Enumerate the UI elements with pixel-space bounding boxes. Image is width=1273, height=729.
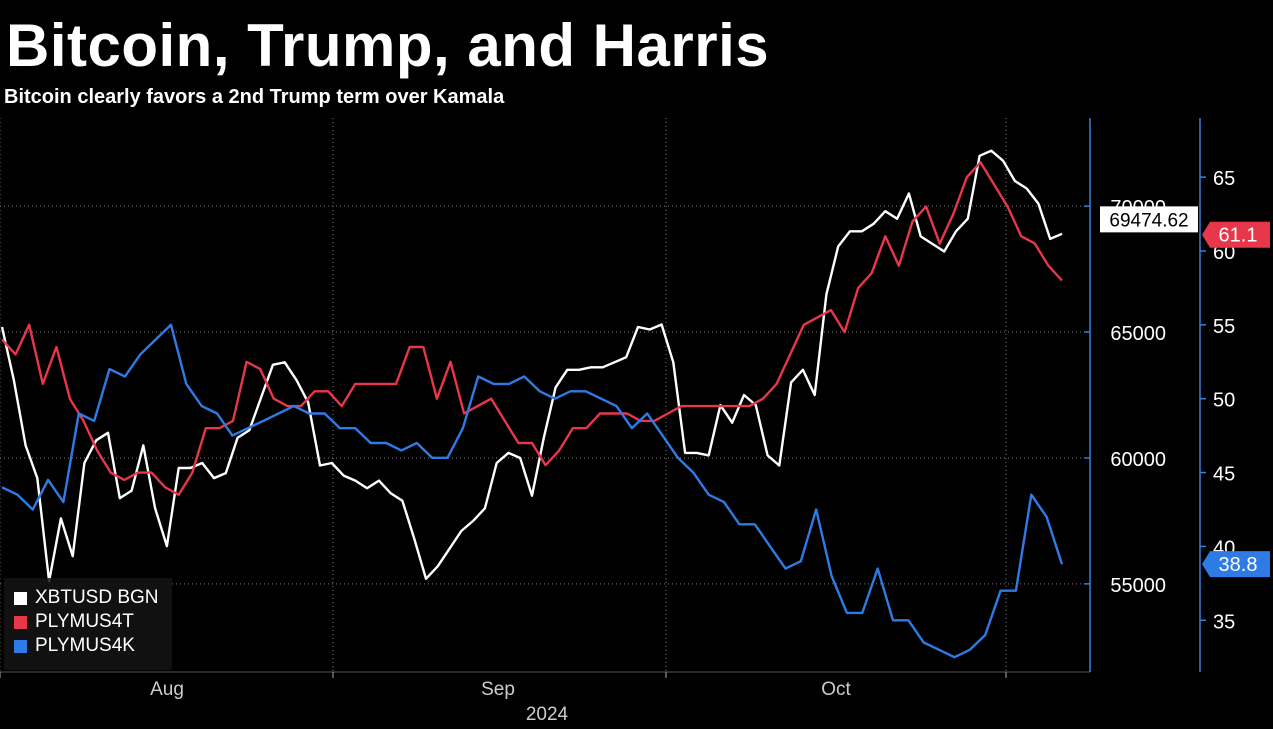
axes (0, 118, 1206, 678)
last-label-trump-box (1202, 221, 1270, 248)
y-tick-label-left: 55000 (1110, 575, 1166, 597)
y-tick-label-right: 50 (1213, 390, 1235, 412)
chart-subtitle: Bitcoin clearly favors a 2nd Trump term … (4, 86, 505, 108)
gridlines (0, 118, 1090, 672)
series-lines (0, 149, 1064, 659)
legend-label-xbtusd: XBTUSD BGN (35, 587, 159, 608)
legend-item-plymus4k: PLYMUS4K (14, 636, 135, 656)
series-line-xbtusd (0, 149, 1063, 583)
x-tick-label-sep: Sep (481, 679, 515, 700)
x-year-label: 2024 (526, 704, 569, 725)
x-tick-label-aug: Aug (150, 679, 184, 700)
series-line-plymus4k (1, 323, 1064, 659)
y-tick-label-right: 65 (1213, 168, 1235, 190)
y-tick-label-right: 55 (1213, 316, 1235, 338)
last-label-harris: 38.8 (1219, 554, 1258, 576)
last-label-trump: 61.1 (1219, 225, 1258, 247)
y-tick-label-right: 45 (1213, 464, 1235, 486)
y-tick-label-right: 35 (1213, 611, 1235, 633)
last-label-xbt: 69474.62 (1109, 210, 1188, 231)
legend-label-plymus4k: PLYMUS4K (35, 635, 135, 656)
legend-label-plymus4t: PLYMUS4T (35, 611, 134, 632)
last-label-harris-box (1202, 551, 1270, 578)
y-tick-label-left: 60000 (1110, 449, 1166, 471)
series-line-plymus4t (1, 161, 1063, 496)
legend-item-xbtusd: XBTUSD BGN (14, 588, 159, 608)
y-tick-label-left: 65000 (1110, 323, 1166, 345)
legend-swatch-plymus4t (14, 615, 27, 629)
last-value-labels: 69474.62 61.1 38.8 (1100, 206, 1270, 578)
legend-item-plymus4t: PLYMUS4T (14, 612, 134, 632)
x-tick-label-oct: Oct (821, 679, 851, 700)
last-label-xbt-box (1100, 206, 1198, 233)
chart-title: Bitcoin, Trump, and Harris (6, 12, 770, 79)
legend-swatch-xbtusd (14, 591, 27, 605)
legend-swatch-plymus4k (14, 639, 27, 653)
tick-labels: 5500060000650007000035404550556065AugSep… (150, 168, 1235, 725)
legend: XBTUSD BGN PLYMUS4T PLYMUS4K (4, 578, 172, 670)
